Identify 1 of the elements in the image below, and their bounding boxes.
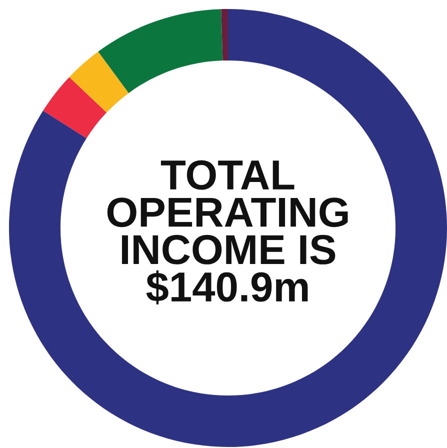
text: TOTAL OPERATING INCOME IS $140.9m xyxy=(107,160,348,304)
